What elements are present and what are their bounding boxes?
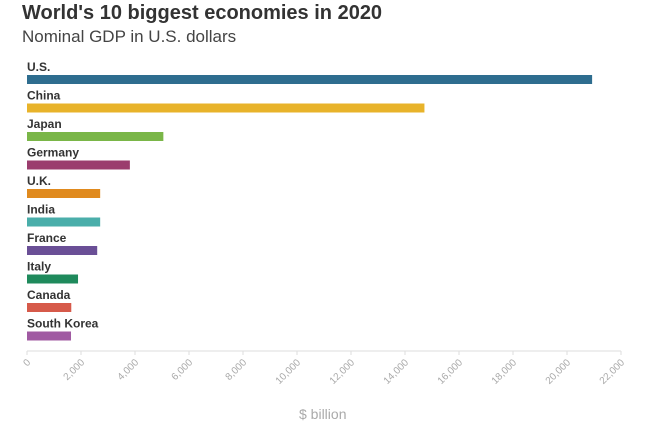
x-tick-label: 8,000: [224, 357, 250, 383]
bar-germany: [27, 160, 130, 170]
bars-layer: U.S. China Japan Germany U.K. India France Ital…: [27, 60, 593, 341]
x-tick-label: 10,000: [274, 357, 304, 387]
category-label-japan: Japan: [27, 117, 62, 131]
bar-south-korea: [27, 331, 72, 341]
x-tick-label: 18,000: [490, 357, 520, 387]
category-label-canada: Canada: [27, 288, 71, 302]
x-tick-label: 12,000: [328, 357, 358, 387]
x-tick-label: 14,000: [382, 357, 412, 387]
category-label-u-s: U.S.: [27, 60, 50, 74]
x-tick-label: 2,000: [62, 357, 88, 383]
category-label-france: France: [27, 231, 67, 245]
x-tick-label: 20,000: [544, 357, 574, 387]
x-tick-label: 16,000: [436, 357, 466, 387]
category-label-south-korea: South Korea: [27, 317, 99, 331]
bar-u-k: [27, 189, 101, 198]
category-label-italy: Italy: [27, 260, 51, 274]
chart-subtitle: Nominal GDP in U.S. dollars: [22, 27, 237, 46]
x-tick-label: 6,000: [170, 357, 196, 383]
bar-china: [27, 103, 425, 113]
category-label-india: India: [27, 203, 55, 217]
x-tick-label: 0: [21, 357, 33, 369]
bar-france: [27, 246, 98, 255]
category-label-u-k: U.K.: [27, 174, 51, 188]
x-axis: 0 2,000 4,000 6,000 8,000 10,000 12,000 14,000 1…: [21, 350, 628, 387]
x-axis-title: $ billion: [299, 406, 347, 422]
bar-japan: [27, 132, 164, 141]
category-label-germany: Germany: [27, 146, 79, 160]
bar-italy: [27, 274, 79, 284]
bar-u-s: [27, 75, 593, 84]
bar-chart: U.S. China Japan Germany U.K. India France Ital…: [21, 60, 628, 387]
bar-india: [27, 217, 101, 227]
chart-title: World's 10 biggest economies in 2020: [22, 2, 383, 24]
bar-canada: [27, 303, 72, 312]
x-tick-label: 4,000: [116, 357, 142, 383]
category-label-china: China: [27, 89, 61, 103]
x-tick-label: 22,000: [598, 357, 628, 387]
